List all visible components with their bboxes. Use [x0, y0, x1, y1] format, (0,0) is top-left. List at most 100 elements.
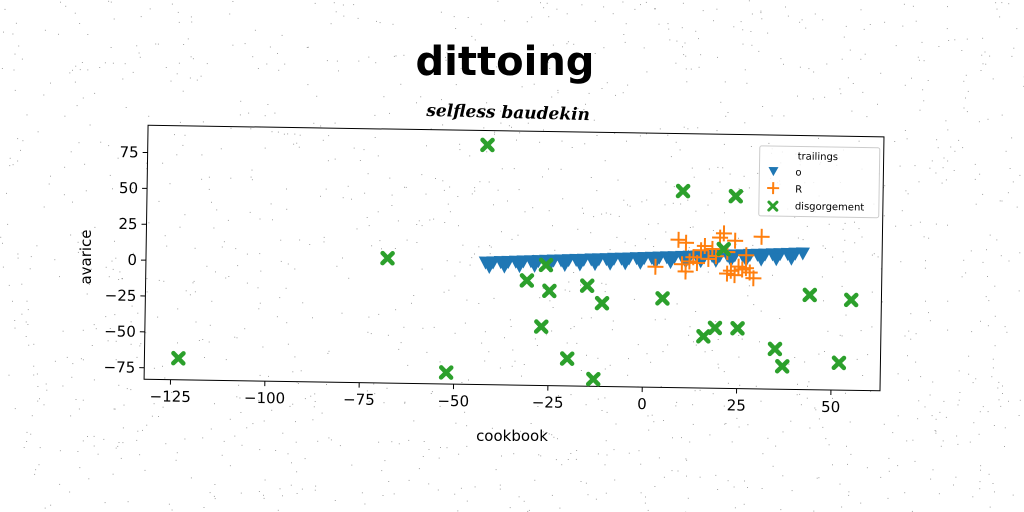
speckle — [668, 28, 670, 30]
speckle — [689, 441, 691, 443]
speckle — [79, 467, 81, 469]
speckle — [27, 309, 29, 311]
speckle — [507, 200, 508, 202]
speckle — [142, 429, 143, 431]
speckle — [289, 405, 291, 407]
speckle — [897, 415, 899, 417]
speckle — [422, 456, 424, 457]
speckle — [29, 268, 31, 270]
speckle — [317, 440, 319, 442]
speckle — [551, 434, 553, 436]
speckle — [880, 476, 882, 478]
speckle — [343, 15, 345, 17]
speckle — [454, 275, 456, 277]
speckle — [267, 104, 269, 105]
speckle — [904, 335, 906, 337]
speckle — [187, 38, 189, 40]
speckle — [615, 423, 617, 425]
speckle — [59, 276, 60, 278]
speckle — [258, 399, 260, 401]
speckle — [903, 3, 905, 5]
speckle — [474, 253, 475, 255]
speckle — [271, 131, 273, 133]
speckle — [716, 130, 718, 132]
speckle — [259, 302, 261, 304]
speckle — [954, 39, 956, 41]
speckle — [37, 131, 39, 133]
speckle — [278, 69, 280, 71]
speckle — [948, 40, 950, 41]
speckle — [1009, 168, 1011, 169]
speckle — [453, 16, 455, 18]
speckle — [176, 452, 178, 454]
speckle — [471, 257, 473, 259]
speckle — [686, 81, 688, 83]
speckle — [471, 35, 473, 37]
y-axis-label: avarice — [77, 229, 95, 284]
point-disgorgement — [579, 278, 595, 294]
speckle — [675, 405, 677, 407]
point-o — [769, 253, 784, 267]
speckle — [77, 451, 79, 452]
speckle — [852, 83, 854, 84]
speckle — [534, 338, 536, 340]
x-tick-label: 25 — [727, 396, 746, 414]
speckle — [71, 376, 73, 378]
speckle — [685, 55, 687, 57]
speckle — [446, 447, 448, 449]
speckle — [824, 96, 826, 98]
speckle — [672, 202, 674, 204]
speckle — [221, 246, 223, 248]
speckle — [531, 16, 533, 18]
speckle — [484, 331, 486, 333]
speckle — [202, 437, 204, 439]
speckle — [146, 424, 148, 426]
speckle — [663, 420, 664, 421]
speckle — [929, 320, 931, 322]
speckle — [112, 473, 114, 475]
speckle — [136, 356, 138, 358]
speckle — [84, 270, 85, 271]
speckle — [900, 261, 902, 263]
speckle — [908, 379, 909, 381]
speckle — [718, 367, 720, 369]
speckle — [2, 242, 3, 244]
speckle — [466, 500, 468, 502]
speckle — [425, 193, 427, 195]
speckle — [225, 359, 227, 361]
speckle — [760, 310, 762, 312]
speckle — [137, 312, 139, 314]
speckle — [388, 481, 390, 482]
speckle — [30, 256, 32, 258]
speckle — [391, 194, 393, 196]
speckle — [163, 280, 165, 282]
speckle — [796, 394, 798, 396]
speckle — [695, 311, 697, 312]
speckle — [35, 469, 37, 471]
speckle — [928, 237, 930, 239]
speckle — [847, 463, 848, 465]
speckle — [69, 491, 71, 493]
speckle — [74, 81, 76, 83]
speckle — [802, 239, 804, 241]
speckle — [839, 88, 841, 90]
speckle — [994, 345, 996, 347]
speckle — [259, 449, 261, 451]
speckle — [902, 25, 904, 27]
speckle — [195, 321, 197, 323]
speckle — [581, 207, 583, 209]
speckle — [373, 383, 375, 385]
speckle — [611, 329, 613, 331]
speckle — [935, 418, 937, 420]
speckle — [314, 393, 316, 395]
speckle — [439, 405, 441, 407]
speckle — [644, 502, 646, 504]
speckle — [398, 348, 400, 350]
speckle — [449, 186, 451, 188]
speckle — [17, 253, 19, 255]
legend-label-disgorgement: disgorgement — [795, 201, 865, 213]
speckle — [348, 277, 350, 279]
speckle — [717, 56, 718, 58]
speckle — [287, 263, 289, 265]
speckle — [914, 460, 916, 462]
